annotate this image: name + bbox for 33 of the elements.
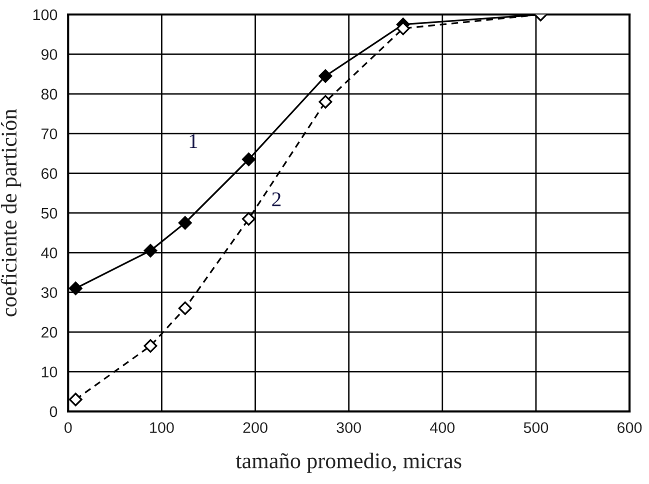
y-tick-label: 10	[42, 366, 58, 378]
y-tick-label: 20	[42, 326, 58, 338]
y-tick-label: 60	[42, 168, 58, 179]
x-tick-label: 0	[64, 422, 72, 434]
y-tick-label: 40	[41, 248, 58, 258]
point	[68, 392, 82, 406]
y-tick-label: 0	[50, 406, 58, 418]
point	[144, 339, 158, 353]
x-tick-label: 200	[243, 422, 268, 434]
y-tick-label: 80	[41, 88, 58, 100]
point	[178, 216, 192, 230]
point	[396, 22, 410, 36]
y-tick-label: 100	[33, 9, 58, 20]
x-tick-label: 100	[150, 422, 174, 434]
x-axis-title: tamaño promedio, micras	[236, 452, 462, 473]
point	[242, 212, 256, 226]
x-tick-label: 500	[524, 422, 548, 434]
y-tick-label: 90	[41, 49, 58, 60]
y-axis-title: coeficiente de partición	[0, 109, 22, 316]
point	[318, 69, 332, 83]
x-tick-label: 400	[430, 422, 455, 434]
point	[178, 301, 192, 315]
y-tick-label: 50	[41, 208, 58, 219]
point	[68, 282, 82, 296]
text: 1	[190, 134, 198, 148]
y-tick-label: 70	[42, 128, 58, 140]
series-label: 2	[272, 192, 281, 206]
point	[242, 152, 256, 166]
x-tick-label: 300	[336, 422, 361, 434]
point	[318, 95, 332, 109]
y-tick-label: 30	[41, 287, 58, 298]
x-tick-label: 600	[618, 422, 642, 434]
point	[144, 244, 158, 258]
